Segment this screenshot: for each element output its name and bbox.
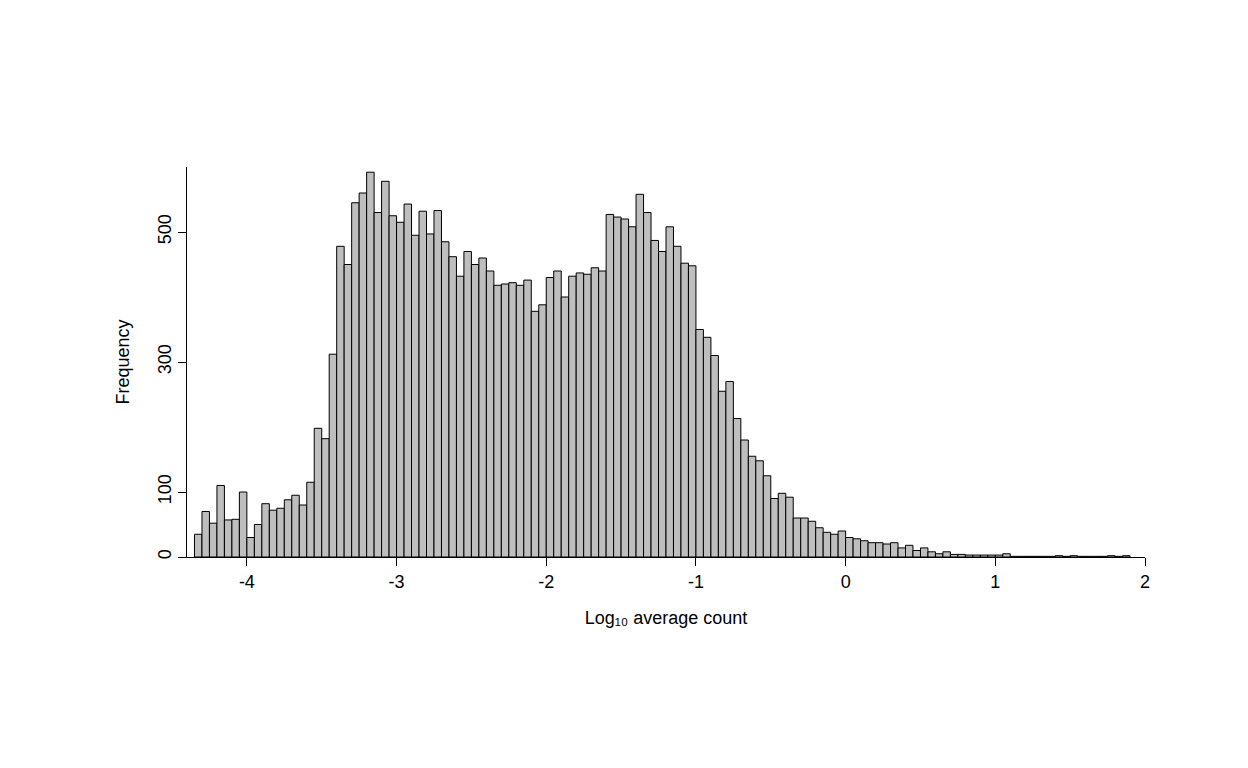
svg-text:300: 300 [155, 344, 175, 374]
svg-text:Frequency: Frequency [113, 319, 133, 404]
svg-text:Log₁₀ average count: Log₁₀ average count [585, 608, 748, 628]
svg-text:-1: -1 [688, 572, 704, 592]
svg-text:-3: -3 [389, 572, 405, 592]
svg-text:-4: -4 [239, 572, 255, 592]
svg-text:-2: -2 [538, 572, 554, 592]
svg-text:0: 0 [155, 549, 175, 559]
svg-text:500: 500 [155, 214, 175, 244]
svg-text:100: 100 [155, 474, 175, 504]
svg-text:1: 1 [990, 572, 1000, 592]
svg-text:0: 0 [841, 572, 851, 592]
svg-text:2: 2 [1140, 572, 1150, 592]
